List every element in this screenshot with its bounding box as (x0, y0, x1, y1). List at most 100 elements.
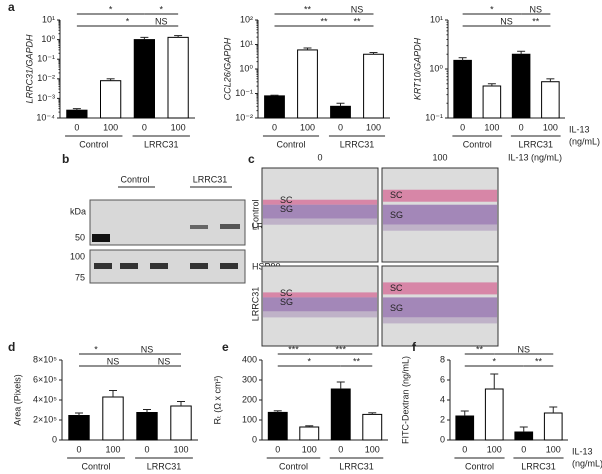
x-tick-label: 0 (462, 444, 467, 454)
y-axis-label: Rₜ (Ω x cm²) (212, 376, 222, 425)
marker-label: 50 (75, 232, 85, 242)
x-tick-label: 0 (521, 444, 526, 454)
group-label: Control (120, 174, 149, 184)
significance-label: NS (500, 16, 513, 26)
significance-label: * (490, 4, 494, 14)
group-label: LRRC31 (518, 139, 553, 149)
column-note: IL-13 (ng/mL) (508, 152, 562, 162)
dermis (263, 311, 377, 318)
x-tick-label: 0 (144, 444, 149, 454)
y-tick-label: 100 (242, 414, 257, 424)
significance-label: ** (535, 356, 543, 366)
bar (511, 53, 531, 119)
layer-label: SG (390, 303, 403, 313)
stratum-corneum (383, 282, 497, 295)
y-tick-label: 10⁻⁴ (36, 112, 55, 122)
y-tick-label: 0 (440, 434, 445, 444)
significance-label: NS (155, 16, 168, 26)
bar (362, 413, 383, 441)
significance-label: NS (529, 4, 542, 14)
bar (514, 431, 534, 441)
y-tick-label: 10⁰ (239, 63, 253, 73)
panel-label: d (8, 340, 15, 354)
row-label: Control (250, 199, 260, 228)
group-label: LRRC31 (193, 174, 228, 184)
group-label: LRRC31 (340, 139, 375, 149)
marker-label: 100 (70, 251, 85, 261)
row-label: LRRC31 (250, 287, 260, 322)
y-tick-label: 10⁻² (235, 112, 253, 122)
band (220, 224, 240, 229)
layer-label: SC (280, 288, 293, 298)
significance-label: ** (320, 16, 328, 26)
group-label: Control (276, 139, 305, 149)
y-tick-label: 4 (440, 394, 445, 404)
significance-label: * (126, 16, 130, 26)
y-tick-label: 10⁻³ (37, 93, 55, 103)
y-axis-label: KRT10/GAPDH (412, 37, 422, 100)
x-tick-label: 100 (105, 444, 120, 454)
significance-label: NS (107, 356, 120, 366)
bar (484, 388, 504, 441)
y-tick-label: 8×10⁵ (33, 354, 57, 364)
y-tick-label: 8 (440, 354, 445, 364)
band (190, 263, 208, 269)
x-tick-label: 0 (460, 122, 465, 132)
panel-label: a (8, 0, 15, 14)
y-axis-label: CCL26/GAPDH (222, 37, 232, 100)
y-tick-label: 10¹ (430, 14, 443, 24)
group-label: LRRC31 (339, 461, 374, 471)
y-tick-label: 400 (242, 354, 257, 364)
dermis (383, 224, 497, 231)
x-note: IL-13 (572, 446, 593, 456)
band (220, 263, 238, 269)
unit-label: kDa (70, 206, 86, 216)
bar (363, 53, 384, 119)
x-tick-label: 0 (519, 122, 524, 132)
significance-label: * (307, 356, 311, 366)
y-tick-label: 10¹ (240, 39, 253, 49)
x-tick-label: 100 (546, 444, 561, 454)
panel-label: b (62, 152, 69, 166)
bar (541, 81, 560, 119)
y-tick-label: 10⁻² (37, 73, 55, 83)
layer-label: SC (280, 195, 293, 205)
band (94, 263, 112, 269)
significance-label: * (94, 344, 98, 354)
significance-label: ** (353, 356, 361, 366)
x-tick-label: 0 (74, 122, 79, 132)
significance-label: NS (141, 344, 154, 354)
y-tick-label: 200 (242, 394, 257, 404)
bar (330, 388, 351, 441)
significance-label: *** (335, 344, 346, 354)
layer-label: SG (280, 204, 293, 214)
significance-label: ** (476, 344, 484, 354)
y-axis-label: FITC-Dextran (ng/mL) (400, 356, 410, 444)
significance-label: ** (304, 4, 312, 14)
x-tick-label: 100 (365, 444, 380, 454)
bar (68, 415, 90, 441)
histology: c 0 100 IL-13 (ng/mL) Control LRRC31 SCS… (248, 152, 562, 347)
epidermis (263, 297, 377, 312)
significance-label: NS (517, 344, 530, 354)
bar (330, 105, 351, 119)
x-tick-label: 0 (275, 444, 280, 454)
epidermis (383, 204, 497, 225)
band (190, 225, 208, 229)
x-tick-label: 100 (171, 122, 186, 132)
x-tick-label: 0 (338, 444, 343, 454)
significance-label: NS (351, 4, 364, 14)
bar (102, 396, 124, 441)
bar (453, 59, 472, 119)
group-label: Control (465, 461, 494, 471)
y-tick-label: 4×10⁵ (33, 394, 57, 404)
group-label: Control (81, 461, 110, 471)
bar (133, 39, 155, 119)
bar (267, 411, 288, 441)
group-label: Control (463, 139, 492, 149)
y-tick-label: 0 (252, 434, 257, 444)
bar (100, 80, 122, 119)
y-tick-label: 300 (242, 374, 257, 384)
bar (543, 412, 563, 441)
significance-label: *** (288, 344, 299, 354)
